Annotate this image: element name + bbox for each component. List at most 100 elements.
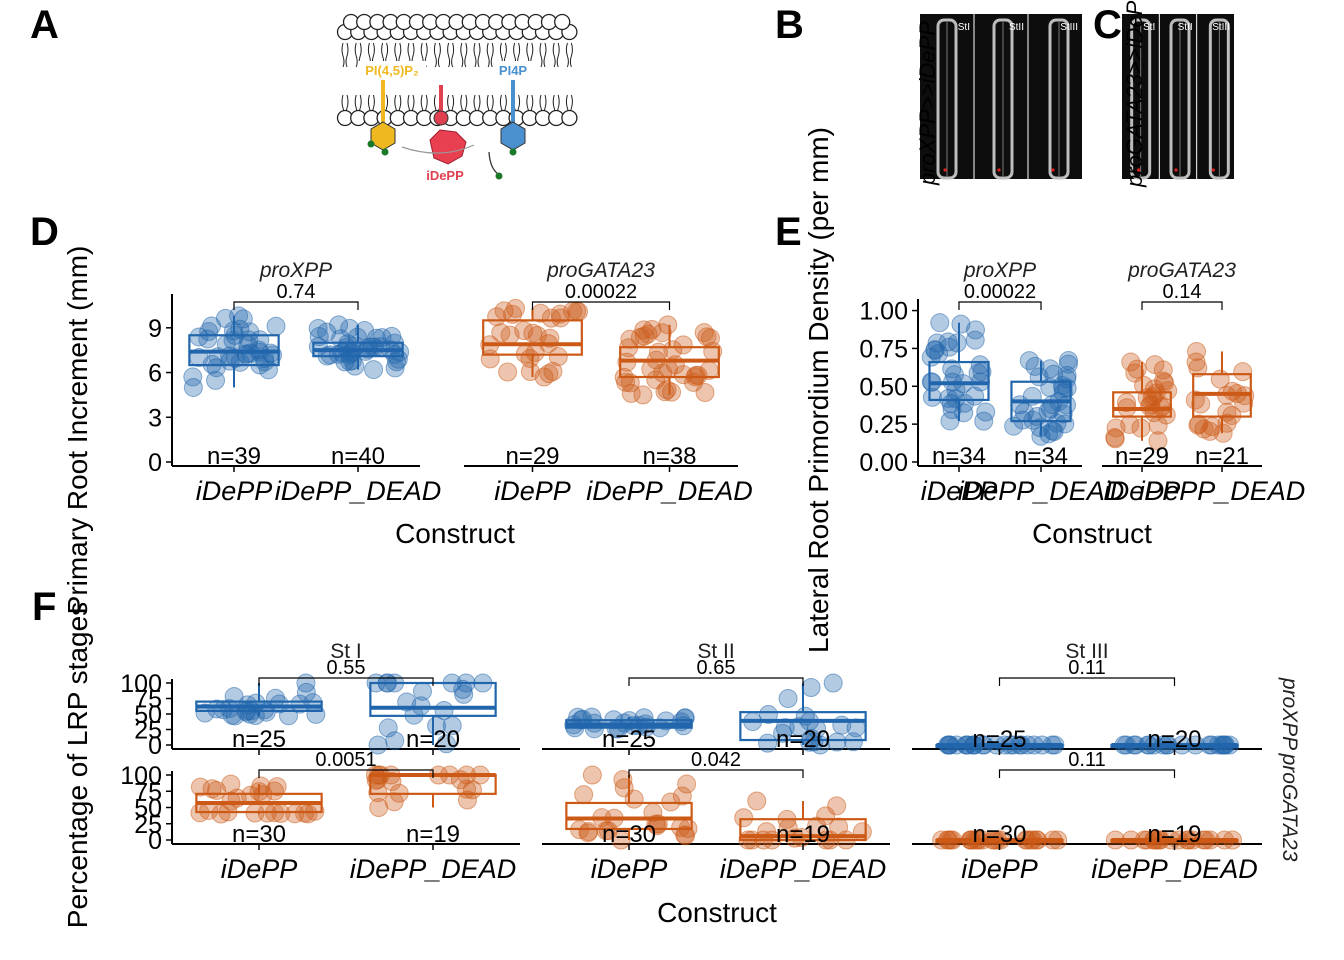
n-label: n=19 xyxy=(1147,821,1201,848)
data-point xyxy=(206,370,226,390)
x-axis-title: Construct xyxy=(1032,518,1152,549)
data-point xyxy=(1025,356,1045,376)
data-point xyxy=(190,777,210,797)
data-point xyxy=(951,314,971,334)
data-point xyxy=(652,323,672,343)
data-point xyxy=(329,315,349,335)
pip2-text: PI(4,5)P₂ xyxy=(365,63,419,78)
y-tick-label: 100 xyxy=(120,670,162,698)
data-point xyxy=(279,706,299,726)
data-point xyxy=(1194,419,1214,439)
data-point xyxy=(965,330,985,350)
y-tick-label: 3 xyxy=(148,404,162,432)
data-point xyxy=(1053,379,1073,399)
root-outline xyxy=(1169,18,1191,180)
root-outline xyxy=(1048,18,1070,180)
significance-bracket xyxy=(531,301,671,310)
p-value: 0.14 xyxy=(1163,281,1202,303)
stage-label: StII xyxy=(1009,22,1024,33)
stage-label: StIII xyxy=(1060,22,1078,33)
data-point xyxy=(202,316,222,336)
primordium-marker xyxy=(1174,168,1178,172)
x-tick-label: iDePP xyxy=(591,854,668,884)
data-point xyxy=(657,380,677,400)
box xyxy=(739,818,867,842)
panel-label-c: C xyxy=(1093,3,1122,47)
data-point xyxy=(385,731,405,751)
data-point xyxy=(457,790,477,810)
data-point xyxy=(503,304,523,324)
p-value: 0.11 xyxy=(1068,749,1105,771)
pip2-lipid-icon xyxy=(367,80,396,156)
n-label: n=21 xyxy=(1195,443,1249,470)
data-point xyxy=(1148,415,1168,435)
data-point xyxy=(611,830,631,850)
n-label: n=40 xyxy=(331,443,385,470)
n-label: n=30 xyxy=(232,821,286,848)
data-point xyxy=(773,723,793,743)
data-point xyxy=(1106,418,1126,438)
y-axis-title: Primary Root Increment (mm) xyxy=(62,246,93,615)
n-label: n=29 xyxy=(1115,443,1169,470)
data-point xyxy=(183,377,203,397)
y-tick-label: 50 xyxy=(134,795,162,823)
data-point xyxy=(523,323,543,343)
data-point xyxy=(264,781,284,801)
n-label: n=19 xyxy=(406,821,460,848)
data-point xyxy=(620,373,640,393)
chart-d: proXPP 0 3 6 9 n=39 iDePP n=40 iDePP_DEAD 0.74 pro… xyxy=(62,246,753,615)
data-point xyxy=(1131,418,1151,438)
x-tick-label: iDePP_DEAD xyxy=(720,854,887,884)
data-point xyxy=(747,791,767,811)
y-tick-label: 6 xyxy=(148,360,162,388)
data-point xyxy=(827,732,847,752)
box xyxy=(739,711,867,742)
lipid-tail xyxy=(437,42,441,68)
root-outline xyxy=(1130,18,1152,180)
pip2-label: PI(4,5)P₂ xyxy=(358,61,426,79)
lipid-tail xyxy=(354,42,358,68)
data-point xyxy=(621,383,641,403)
facet-strip-label: proXPP xyxy=(963,259,1036,282)
significance-bracket xyxy=(628,769,804,778)
data-point xyxy=(250,330,270,350)
lipid-tail xyxy=(539,42,543,68)
lipid-tail xyxy=(477,42,481,68)
lipid-tail xyxy=(552,42,556,68)
lipid-tail xyxy=(460,42,464,68)
data-point xyxy=(852,822,872,842)
p-value: 0.65 xyxy=(697,657,736,679)
y-tick-label: 0.00 xyxy=(859,449,908,477)
x-tick-label: iDePP_DEAD xyxy=(275,476,442,506)
y-tick-label: 0 xyxy=(148,732,162,760)
facet-strip-label: St II xyxy=(697,640,734,663)
data-point xyxy=(1217,402,1237,422)
data-point xyxy=(676,826,696,846)
data-point xyxy=(922,387,942,407)
n-label: n=34 xyxy=(1014,443,1068,470)
lipid-tail xyxy=(341,42,345,68)
data-point xyxy=(362,337,382,357)
data-point xyxy=(672,786,692,806)
data-point xyxy=(582,765,602,785)
x-tick-label: iDePP_DEAD xyxy=(958,476,1125,506)
lipid-tail xyxy=(556,42,560,68)
lipid-tail xyxy=(345,42,349,68)
data-point xyxy=(579,822,599,842)
data-point xyxy=(345,336,365,356)
chart-e: proXPP 0.00 0.25 0.50 0.75 1.00 n=34 iDePP n=34 i… xyxy=(803,127,1305,653)
pi4p-text: PI4P xyxy=(499,63,528,78)
lipid-tail xyxy=(543,42,547,68)
panel-label-d: D xyxy=(30,210,59,254)
lipid-tail xyxy=(447,42,451,68)
box xyxy=(482,319,583,356)
y-tick-label: 1.00 xyxy=(859,298,908,326)
n-label: n=25 xyxy=(232,726,286,753)
n-label: n=25 xyxy=(972,726,1026,753)
data-point xyxy=(843,732,863,752)
lipid-tail xyxy=(451,42,455,68)
data-point xyxy=(1153,360,1173,380)
row-strip-label: proXPP xyxy=(1278,677,1301,750)
data-point xyxy=(613,770,633,790)
stage-label: StI xyxy=(1143,22,1155,33)
